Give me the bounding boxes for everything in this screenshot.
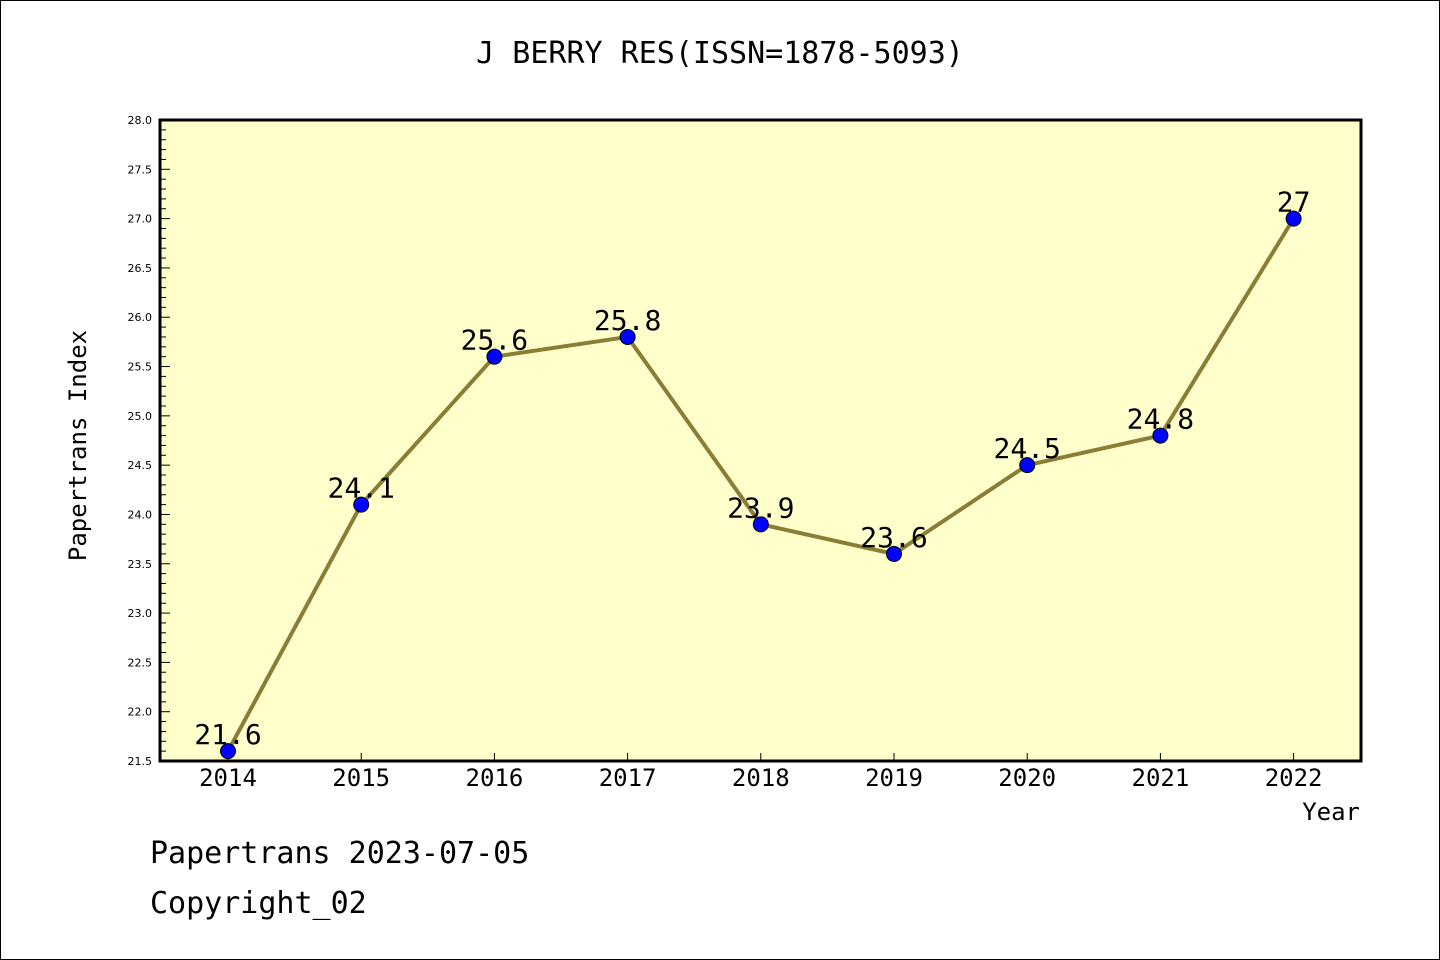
y-axis-label: Papertrans Index [64, 330, 92, 561]
x-axis-label: Year [1302, 798, 1360, 826]
y-tick-label: 26.5 [128, 262, 153, 275]
data-label: 25.8 [594, 304, 661, 337]
x-tick-label: 2016 [466, 764, 524, 792]
y-tick-label: 25.0 [128, 410, 153, 423]
footer-copyright: Copyright_02 [150, 886, 367, 921]
data-point [353, 496, 370, 513]
data-label: 27 [1277, 186, 1311, 219]
data-point [886, 545, 902, 562]
y-tick-label: 25.5 [128, 361, 153, 374]
y-tick-label: 21.5 [128, 755, 153, 768]
y-tick-label: 22.5 [128, 656, 153, 669]
y-tick-label: 27.5 [128, 163, 153, 176]
data-point [752, 516, 769, 533]
data-point [1285, 210, 1302, 227]
y-tick-label: 27.0 [128, 213, 153, 226]
y-tick-label: 24.0 [128, 508, 153, 521]
x-tick-label: 2021 [1132, 764, 1190, 792]
data-label: 21.6 [194, 718, 261, 751]
x-tick-label: 2017 [599, 764, 657, 792]
footer-source-date: Papertrans 2023-07-05 [150, 836, 530, 871]
data-label: 24.8 [1127, 403, 1194, 436]
y-tick-label: 24.5 [128, 459, 153, 472]
y-tick-label: 26.0 [128, 311, 153, 324]
x-tick-label: 2020 [998, 764, 1056, 792]
data-point [1152, 427, 1169, 444]
data-point [619, 328, 636, 345]
x-tick-label: 2022 [1265, 764, 1323, 792]
data-label: 23.9 [727, 491, 794, 524]
x-tick-label: 2019 [865, 764, 923, 792]
data-point [486, 348, 503, 365]
x-tick-label: 2014 [199, 764, 257, 792]
x-tick-label: 2015 [332, 764, 390, 792]
data-point [1019, 457, 1036, 474]
chart-title: J BERRY RES(ISSN=1878-5093) [476, 36, 964, 71]
y-tick-label: 23.5 [128, 558, 153, 571]
data-point [220, 743, 236, 760]
data-label: 23.6 [860, 521, 927, 554]
plot-area [158, 118, 1363, 763]
data-label: 24.5 [993, 432, 1060, 465]
y-tick-label: 22.0 [128, 706, 153, 719]
y-tick-label: 23.0 [128, 607, 153, 620]
data-label: 25.6 [461, 324, 528, 357]
x-tick-label: 2018 [732, 764, 790, 792]
y-tick-label: 28.0 [128, 114, 153, 127]
data-label: 24.1 [327, 472, 394, 505]
